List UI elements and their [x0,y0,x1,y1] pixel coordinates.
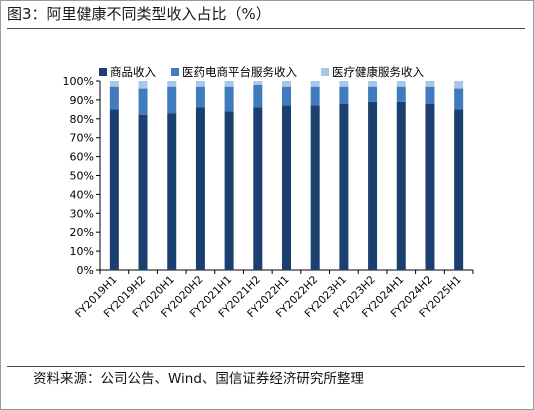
bar-segment-3 [368,81,378,87]
bar-segment-1 [167,113,177,270]
legend-swatch [171,68,179,76]
bar-segment-1 [253,107,263,271]
bar-segment-2 [138,88,148,116]
bar-segment-3 [339,81,349,87]
legend-label: 商品收入 [110,65,156,79]
bar-segment-1 [310,105,320,270]
bar-segment-3 [396,81,406,87]
bar-segment-3 [224,81,234,87]
bar-segment-2 [368,86,378,102]
bar-segment-1 [454,109,464,270]
bar-segment-1 [224,111,234,271]
y-tick-label: 10% [70,245,94,258]
bar-segment-3 [167,81,177,87]
bar-segment-1 [368,101,378,270]
bar-segment-1 [282,105,291,270]
bar-segment-2 [425,86,435,104]
y-tick-label: 90% [70,94,94,107]
figure-title: 图3：阿里健康不同类型收入占比（%） [7,5,271,23]
bar-segment-2 [339,86,349,104]
bar-segment-1 [396,101,406,270]
title-rule [7,28,525,29]
bar-segment-2 [253,84,263,108]
y-tick-label: 50% [70,170,94,183]
y-tick-label: 40% [70,188,94,201]
y-tick-label: 80% [70,113,94,126]
bar-segment-3 [253,81,263,85]
bar-segment-3 [454,81,464,89]
bar-segment-1 [425,103,435,271]
bar-segment-1 [339,103,349,271]
bar-segment-2 [310,86,320,106]
legend-label: 医药电商平台服务收入 [182,65,297,79]
bar-segment-3 [425,81,435,87]
bar-segment-2 [282,86,291,106]
bar-segment-1 [195,107,205,271]
bar-segment-3 [310,81,320,87]
bar-segment-2 [224,86,234,112]
bar-segment-2 [396,86,406,102]
legend-label: 医疗健康服务收入 [332,65,424,79]
bar-segment-3 [138,81,148,89]
bar-segment-3 [282,81,291,87]
bar-segment-2 [167,86,177,114]
bar-segment-2 [195,86,205,108]
bar-segment-2 [454,88,464,110]
stacked-bar-chart: 0%10%20%30%40%50%60%70%80%90%100%FY2019H… [63,65,474,320]
y-tick-label: 70% [70,132,94,145]
source-note: 资料来源：公司公告、Wind、国信证券经济研究所整理 [33,371,364,387]
y-tick-label: 100% [63,75,94,88]
y-tick-label: 20% [70,226,94,239]
y-tick-label: 60% [70,151,94,164]
y-tick-label: 30% [70,207,94,220]
legend-swatch [321,68,329,76]
bar-segment-3 [195,81,205,87]
bar-segment-3 [109,81,119,87]
bar-segment-1 [138,115,148,271]
bar-segment-1 [109,109,119,270]
legend-swatch [99,68,107,76]
y-tick-label: 0% [77,264,94,277]
source-rule [7,366,525,367]
bar-segment-2 [109,86,119,110]
